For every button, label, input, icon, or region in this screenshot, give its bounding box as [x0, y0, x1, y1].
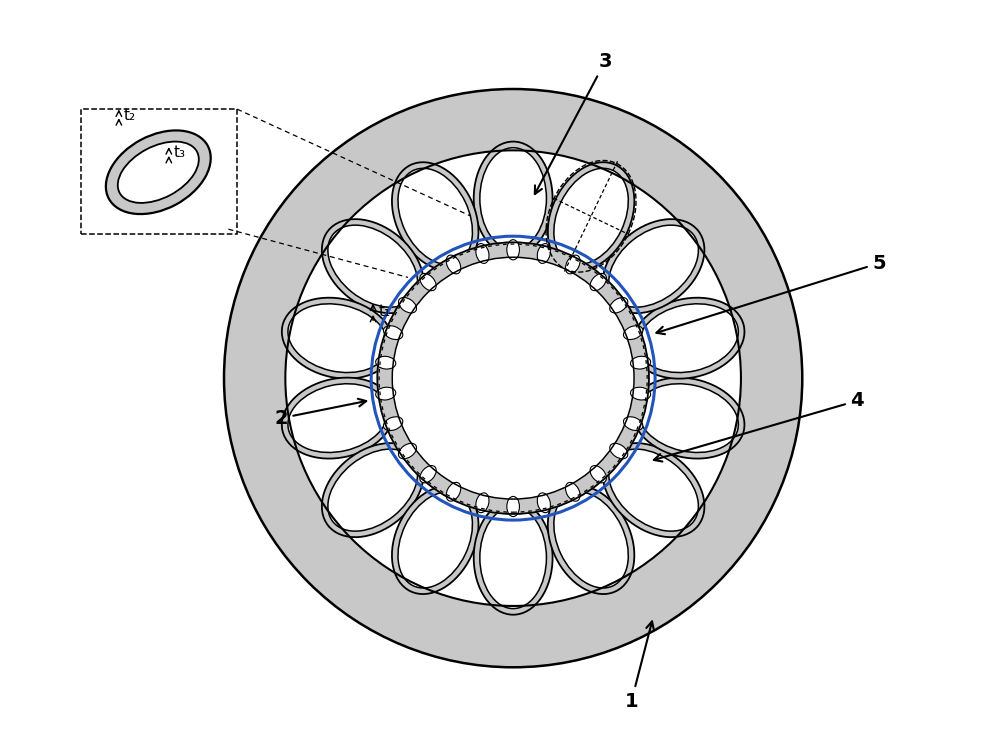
- Ellipse shape: [590, 466, 606, 483]
- Ellipse shape: [446, 255, 461, 274]
- Ellipse shape: [398, 169, 472, 264]
- Text: 1: 1: [625, 621, 654, 711]
- Ellipse shape: [288, 384, 388, 453]
- Ellipse shape: [376, 387, 396, 400]
- Ellipse shape: [383, 417, 403, 431]
- Ellipse shape: [507, 239, 519, 260]
- Circle shape: [392, 257, 634, 499]
- Ellipse shape: [590, 274, 606, 291]
- Ellipse shape: [623, 326, 643, 339]
- Ellipse shape: [537, 244, 550, 264]
- Ellipse shape: [383, 326, 403, 339]
- Ellipse shape: [554, 169, 628, 264]
- Ellipse shape: [638, 384, 738, 453]
- Ellipse shape: [474, 501, 553, 615]
- Text: 2: 2: [274, 399, 366, 428]
- Ellipse shape: [480, 147, 546, 250]
- Ellipse shape: [476, 493, 489, 512]
- Ellipse shape: [631, 356, 651, 369]
- Ellipse shape: [609, 225, 698, 307]
- Ellipse shape: [474, 142, 553, 256]
- Ellipse shape: [398, 298, 417, 313]
- Ellipse shape: [632, 377, 744, 458]
- Text: t₂: t₂: [124, 108, 136, 123]
- Ellipse shape: [398, 492, 472, 588]
- Ellipse shape: [566, 483, 580, 502]
- Ellipse shape: [106, 131, 211, 214]
- Ellipse shape: [631, 387, 651, 400]
- Ellipse shape: [392, 486, 478, 594]
- Ellipse shape: [476, 244, 489, 264]
- Ellipse shape: [548, 486, 634, 594]
- Ellipse shape: [566, 255, 580, 274]
- Ellipse shape: [282, 377, 394, 458]
- Ellipse shape: [638, 304, 738, 372]
- Text: t₁: t₁: [378, 304, 390, 320]
- Circle shape: [377, 242, 649, 514]
- Text: 3: 3: [535, 52, 612, 194]
- Ellipse shape: [554, 492, 628, 588]
- Ellipse shape: [480, 507, 546, 609]
- Bar: [81, 110, 237, 234]
- Ellipse shape: [328, 225, 418, 307]
- Ellipse shape: [632, 298, 744, 379]
- Circle shape: [408, 273, 618, 483]
- Ellipse shape: [623, 417, 643, 431]
- Circle shape: [285, 150, 741, 606]
- Ellipse shape: [420, 274, 436, 291]
- Ellipse shape: [548, 162, 634, 270]
- Ellipse shape: [322, 443, 424, 537]
- Ellipse shape: [603, 443, 704, 537]
- Ellipse shape: [507, 496, 519, 517]
- Text: t₃: t₃: [174, 145, 186, 161]
- Ellipse shape: [610, 298, 628, 313]
- Ellipse shape: [288, 304, 388, 372]
- Ellipse shape: [420, 466, 436, 483]
- Ellipse shape: [537, 493, 550, 512]
- Text: 4: 4: [654, 391, 864, 461]
- Ellipse shape: [376, 356, 396, 369]
- Ellipse shape: [328, 449, 418, 531]
- Ellipse shape: [398, 443, 417, 458]
- Ellipse shape: [609, 449, 698, 531]
- Ellipse shape: [392, 162, 478, 270]
- Ellipse shape: [446, 483, 461, 502]
- Circle shape: [224, 89, 802, 667]
- Text: 5: 5: [656, 253, 886, 334]
- Ellipse shape: [118, 142, 199, 203]
- Ellipse shape: [282, 298, 394, 379]
- Ellipse shape: [322, 219, 424, 313]
- Ellipse shape: [603, 219, 704, 313]
- Ellipse shape: [610, 443, 628, 458]
